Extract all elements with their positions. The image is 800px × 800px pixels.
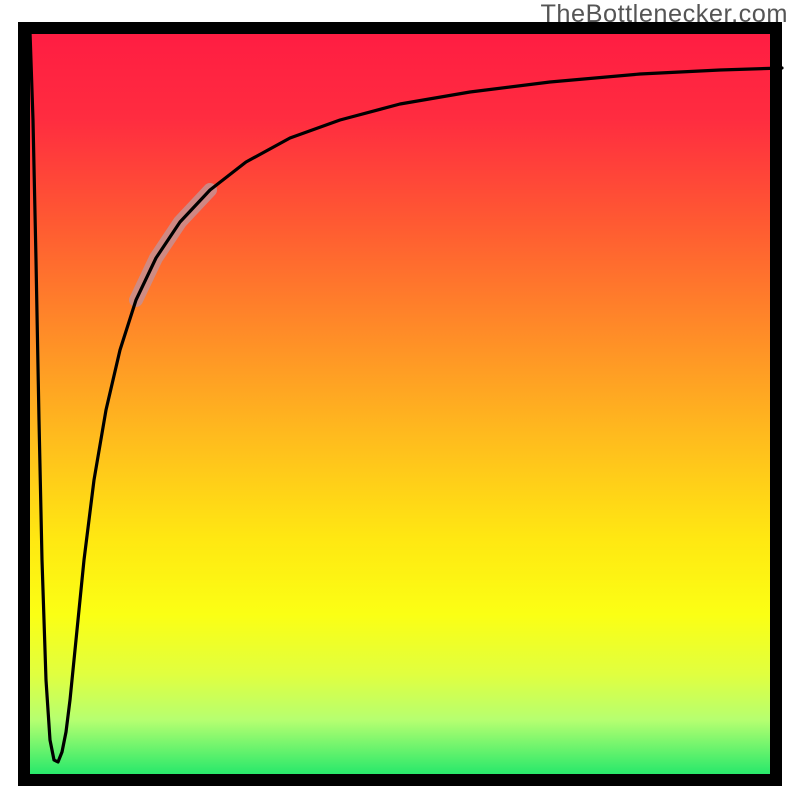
plot-background xyxy=(24,28,776,780)
chart-svg xyxy=(0,0,800,800)
watermark-text: TheBottlenecker.com xyxy=(540,0,788,29)
chart-root: TheBottlenecker.com xyxy=(0,0,800,800)
